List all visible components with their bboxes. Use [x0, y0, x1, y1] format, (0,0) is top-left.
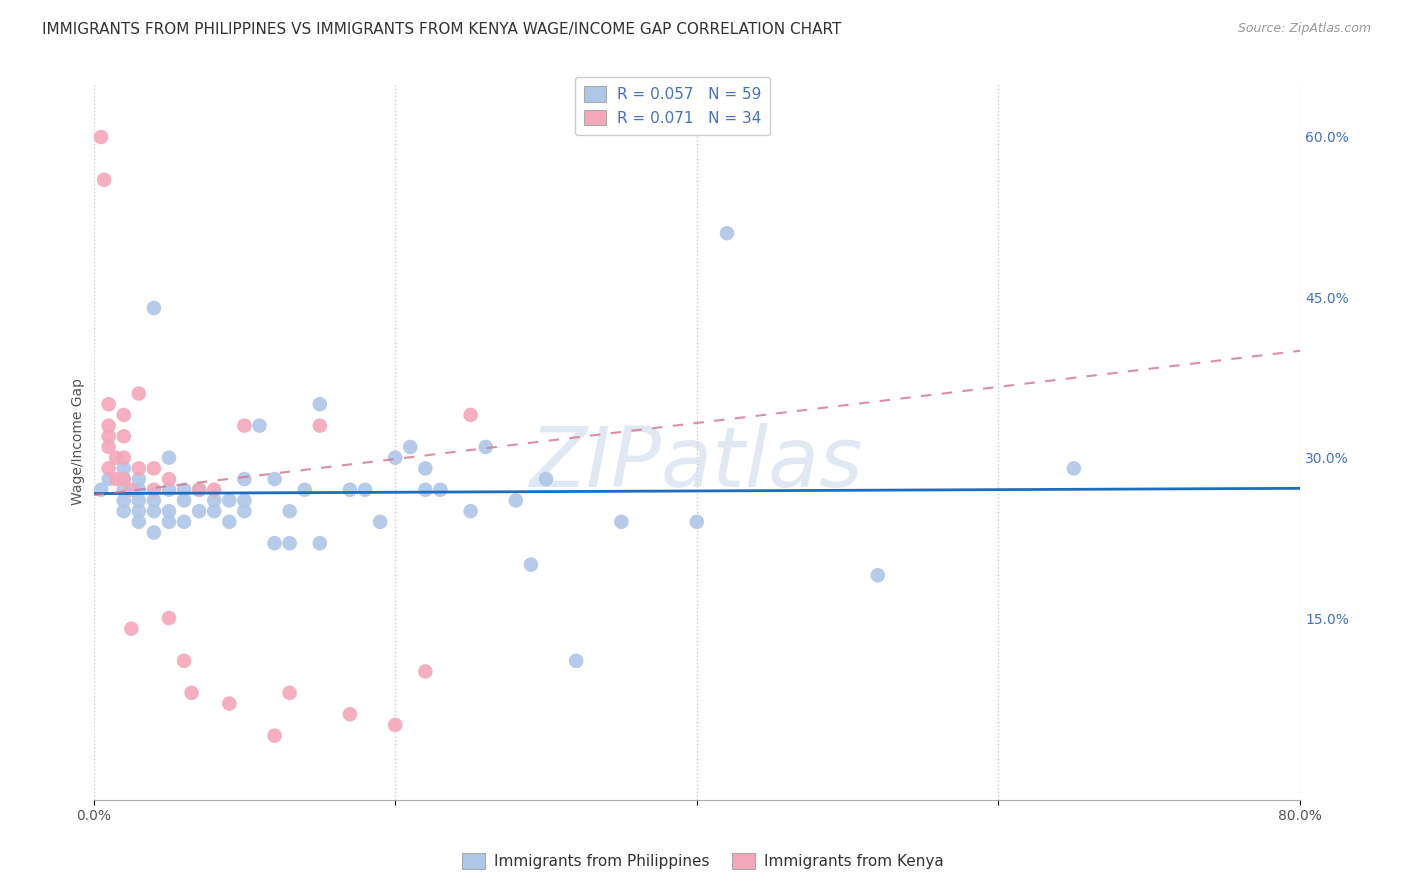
Point — [173, 493, 195, 508]
Point — [157, 611, 180, 625]
Point — [128, 515, 150, 529]
Point — [384, 450, 406, 465]
Point — [128, 461, 150, 475]
Point — [142, 301, 165, 315]
Point — [112, 493, 135, 508]
Point — [120, 483, 142, 497]
Point — [188, 504, 211, 518]
Point — [128, 386, 150, 401]
Point — [112, 429, 135, 443]
Point — [173, 483, 195, 497]
Point — [263, 536, 285, 550]
Point — [384, 718, 406, 732]
Point — [278, 504, 301, 518]
Point — [249, 418, 271, 433]
Point — [90, 130, 112, 145]
Point — [1063, 461, 1085, 475]
Point — [97, 429, 120, 443]
Point — [429, 483, 451, 497]
Text: Source: ZipAtlas.com: Source: ZipAtlas.com — [1237, 22, 1371, 36]
Point — [128, 483, 150, 497]
Point — [97, 440, 120, 454]
Y-axis label: Wage/Income Gap: Wage/Income Gap — [72, 378, 86, 505]
Point — [112, 472, 135, 486]
Point — [218, 697, 240, 711]
Point — [105, 450, 128, 465]
Point — [339, 483, 361, 497]
Point — [460, 408, 482, 422]
Point — [233, 504, 256, 518]
Point — [716, 226, 738, 240]
Point — [157, 472, 180, 486]
Point — [97, 472, 120, 486]
Point — [308, 397, 330, 411]
Point — [520, 558, 543, 572]
Point — [308, 418, 330, 433]
Point — [278, 536, 301, 550]
Point — [505, 493, 527, 508]
Point — [112, 408, 135, 422]
Point — [610, 515, 633, 529]
Point — [233, 418, 256, 433]
Point — [112, 504, 135, 518]
Point — [339, 707, 361, 722]
Point — [294, 483, 316, 497]
Point — [474, 440, 496, 454]
Text: IMMIGRANTS FROM PHILIPPINES VS IMMIGRANTS FROM KENYA WAGE/INCOME GAP CORRELATION: IMMIGRANTS FROM PHILIPPINES VS IMMIGRANT… — [42, 22, 842, 37]
Point — [112, 483, 135, 497]
Legend: R = 0.057   N = 59, R = 0.071   N = 34: R = 0.057 N = 59, R = 0.071 N = 34 — [575, 77, 770, 135]
Point — [157, 483, 180, 497]
Legend: Immigrants from Philippines, Immigrants from Kenya: Immigrants from Philippines, Immigrants … — [456, 847, 950, 875]
Point — [415, 461, 437, 475]
Point — [173, 515, 195, 529]
Point — [565, 654, 588, 668]
Point — [90, 483, 112, 497]
Point — [415, 483, 437, 497]
Point — [180, 686, 202, 700]
Point — [142, 483, 165, 497]
Point — [233, 493, 256, 508]
Point — [233, 472, 256, 486]
Point — [399, 440, 422, 454]
Point — [460, 504, 482, 518]
Point — [128, 493, 150, 508]
Point — [128, 504, 150, 518]
Point — [263, 472, 285, 486]
Point — [173, 654, 195, 668]
Point — [278, 686, 301, 700]
Point — [866, 568, 889, 582]
Point — [97, 397, 120, 411]
Point — [218, 515, 240, 529]
Point — [308, 536, 330, 550]
Point — [202, 483, 225, 497]
Point — [415, 665, 437, 679]
Point — [188, 483, 211, 497]
Point — [686, 515, 709, 529]
Point — [112, 472, 135, 486]
Point — [142, 493, 165, 508]
Point — [368, 515, 391, 529]
Point — [120, 622, 142, 636]
Point — [142, 525, 165, 540]
Point — [157, 515, 180, 529]
Point — [202, 493, 225, 508]
Point — [218, 493, 240, 508]
Point — [97, 461, 120, 475]
Point — [112, 461, 135, 475]
Point — [202, 504, 225, 518]
Point — [142, 461, 165, 475]
Point — [263, 729, 285, 743]
Point — [93, 173, 115, 187]
Point — [97, 418, 120, 433]
Point — [188, 483, 211, 497]
Point — [105, 472, 128, 486]
Point — [354, 483, 377, 497]
Point — [534, 472, 557, 486]
Point — [157, 504, 180, 518]
Point — [112, 450, 135, 465]
Point — [128, 472, 150, 486]
Text: ZIPatlas: ZIPatlas — [530, 423, 863, 504]
Point — [157, 450, 180, 465]
Point — [142, 504, 165, 518]
